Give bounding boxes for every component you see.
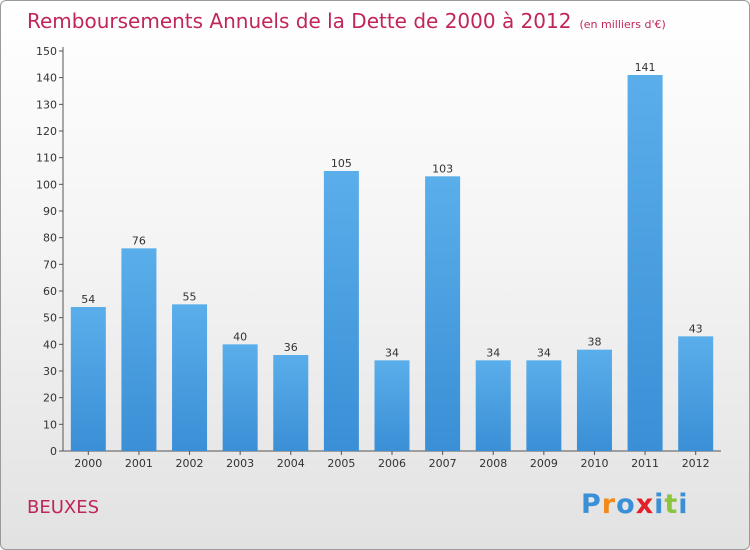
value-label-2012: 43 [689,322,703,335]
x-tick-label: 2007 [429,457,457,470]
y-tick-label: 50 [43,312,57,325]
x-tick-label: 2009 [530,457,558,470]
value-label-2010: 38 [587,336,601,349]
x-tick-label: 2005 [327,457,355,470]
logo-letter: o [616,489,636,520]
y-tick-label: 70 [43,258,57,271]
bar-2005 [323,171,359,451]
bar-2009 [526,360,562,451]
value-label-2001: 76 [132,234,146,247]
y-tick-label: 20 [43,392,57,405]
logo-letter: P [581,489,602,520]
x-tick-label: 2003 [226,457,254,470]
value-label-2007: 103 [432,162,453,175]
value-label-2008: 34 [486,346,500,359]
logo-letter: r [601,489,617,520]
chart-labels: 2000 54 2001 76 2002 55 2003 40 2004 36 2005 105 200… [74,61,709,470]
y-tick-label: 30 [43,365,57,378]
y-tick-label: 130 [36,98,57,111]
x-tick-label: 2002 [176,457,204,470]
x-tick-label: 2001 [125,457,153,470]
value-label-2003: 40 [233,330,247,343]
y-tick-label: 150 [36,45,57,58]
chart-title-text: Remboursements Annuels de la Dette de 20… [27,9,572,33]
value-label-2000: 54 [81,293,95,306]
proxiti-logo: Proxiti [581,489,689,520]
y-tick-label: 100 [36,178,57,191]
value-label-2009: 34 [537,346,551,359]
y-tick-label: 90 [43,205,57,218]
bar-2006 [374,360,410,451]
chart-unit-text: (en milliers d'€) [579,18,666,31]
logo-letter: i [678,489,689,520]
bar-2003 [222,344,258,451]
logo-letter: x [635,489,655,520]
x-tick-label: 2004 [277,457,305,470]
y-tick-label: 0 [50,445,57,458]
value-label-2011: 141 [635,61,656,74]
y-tick-label: 110 [36,152,57,165]
bar-2004 [273,355,309,451]
value-label-2004: 36 [284,341,298,354]
bar-2008 [475,360,511,451]
bar-2001 [121,248,157,451]
chart-title: Remboursements Annuels de la Dette de 20… [27,9,666,33]
x-tick-label: 2011 [631,457,659,470]
bar-2011 [627,75,663,451]
chart-axes: 0 10 20 30 40 50 60 70 80 90 100 110 120 130 140 150 [36,45,721,458]
y-tick-label: 60 [43,285,57,298]
value-label-2002: 55 [183,290,197,303]
y-tick-label: 80 [43,232,57,245]
value-label-2006: 34 [385,346,399,359]
bar-2012 [678,336,714,451]
logo-letter: t [664,489,679,520]
bar-2000 [70,307,106,451]
y-tick-label: 40 [43,338,57,351]
y-tick-label: 140 [36,72,57,85]
x-tick-label: 2000 [74,457,102,470]
x-tick-label: 2012 [682,457,710,470]
x-tick-label: 2008 [479,457,507,470]
x-tick-label: 2010 [580,457,608,470]
value-label-2005: 105 [331,157,352,170]
bar-2007 [425,176,461,452]
place-name: BEUXES [27,497,100,518]
y-tick-label: 10 [43,418,57,431]
x-tick-label: 2006 [378,457,406,470]
chart-bars [70,75,714,452]
logo-letter: i [654,489,665,520]
bar-2010 [576,349,612,451]
y-tick-label: 120 [36,125,57,138]
bar-2002 [172,304,208,451]
